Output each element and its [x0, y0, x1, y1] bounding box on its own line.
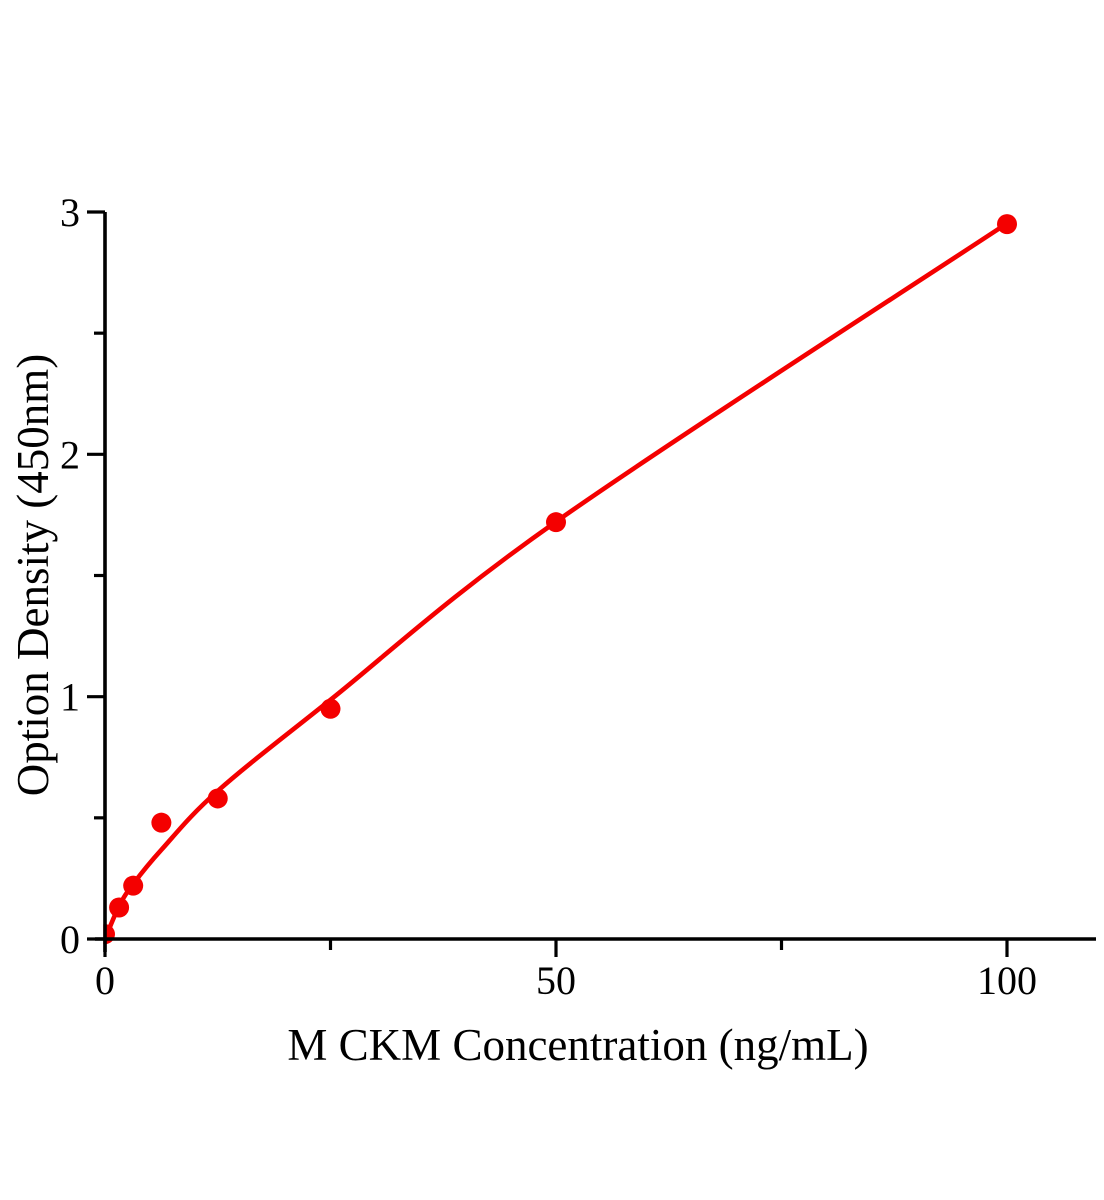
- x-tick-label: 100: [977, 958, 1037, 1003]
- y-tick-label: 0: [60, 917, 80, 962]
- y-axis-title: Option Density (450nm): [8, 354, 58, 796]
- y-tick-label: 3: [60, 190, 80, 235]
- x-axis-title: M CKM Concentration (ng/mL): [287, 1020, 868, 1070]
- data-point: [123, 875, 144, 896]
- data-point: [151, 812, 172, 833]
- data-point: [997, 214, 1017, 235]
- y-tick-label: 2: [60, 432, 80, 477]
- x-tick-label: 0: [95, 958, 115, 1003]
- x-tick-label: 50: [536, 958, 576, 1003]
- axis-tick-labels: 0 50 100 0 1 2 3: [60, 190, 1037, 1003]
- fit-curve: [103, 221, 1010, 942]
- data-points-layer: [103, 214, 1017, 945]
- axis-ticks: [87, 210, 1009, 957]
- y-tick-label: 1: [60, 675, 80, 720]
- data-point: [207, 788, 228, 809]
- data-point: [320, 698, 341, 719]
- data-point: [109, 897, 130, 918]
- fit-curve-layer: [103, 221, 1010, 942]
- axes: [95, 212, 1096, 952]
- data-point: [546, 512, 566, 533]
